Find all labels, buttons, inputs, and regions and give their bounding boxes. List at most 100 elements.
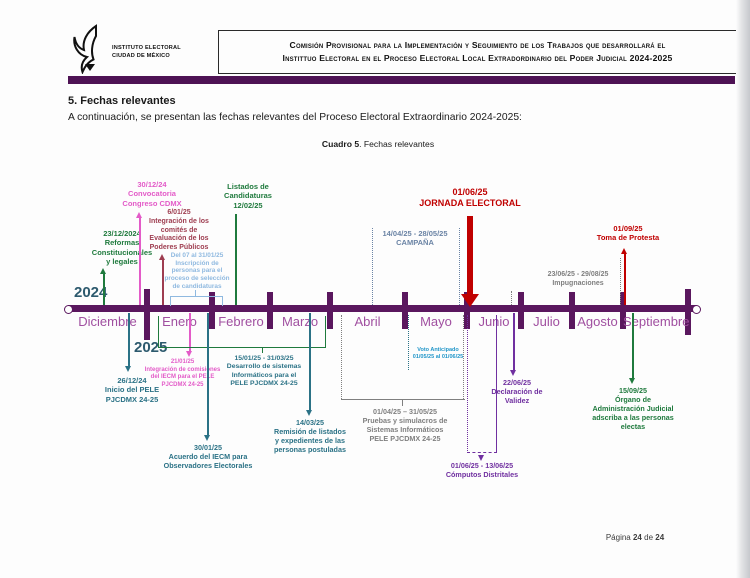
connector-inicio-pele: [128, 313, 130, 366]
arrow-down-icon: [461, 294, 479, 307]
arrow-down-icon: [204, 435, 210, 441]
connector-remision: [309, 313, 311, 410]
header-title-line2: Instittuo Electoral en el Proceso Electo…: [282, 53, 673, 63]
year-2025-label: 2025: [134, 339, 168, 356]
tick-jul-ago: [569, 292, 575, 329]
caption-title: . Fechas relevantes: [359, 139, 435, 149]
event-campana: 14/04/25 - 28/05/25 CAMPAÑA: [382, 229, 448, 248]
arrow-up-icon: [159, 254, 165, 260]
tick-may-jun: [464, 292, 470, 329]
event-listados: Listados de Candidaturas 12/02/25: [224, 182, 272, 210]
arrow-down-icon: [186, 351, 192, 357]
campaign-start-dotline: [372, 228, 373, 305]
event-convocatoria: 30/12/24 Convocatoria Congreso CDMX: [122, 180, 182, 208]
connector-validez: [513, 313, 515, 370]
iecm-logo: INSTITUTO ELECTORAL CIUDAD DE MÉXICO: [72, 24, 222, 75]
bracket-sistemas-tick: [262, 347, 263, 353]
event-voto-anticipado: Voto Anticipado 01/05/25 al 01/06/25: [412, 347, 464, 361]
tick-mar-abr: [327, 292, 333, 329]
event-comites: 6/01/25 Integración de los comités de Ev…: [149, 209, 209, 251]
connector-comites: [162, 260, 164, 305]
footer-page-current: 24: [632, 533, 642, 542]
event-reformas: 23/12/2024 Reformas Constitucionales y l…: [91, 229, 153, 267]
event-inicio-pele: 26/12/24 Inicio del PELE PJCDMX 24-25: [104, 376, 160, 404]
connector-organo: [632, 313, 634, 378]
arrow-down-icon: [306, 410, 312, 416]
month-label-julio: Julio: [533, 314, 560, 329]
pruebas-end-dotline: [463, 315, 464, 399]
arrow-down-icon: [478, 455, 484, 461]
event-comisiones: 21/01/25 Integración de comisiones del I…: [144, 359, 221, 388]
tick-ene-feb: [209, 292, 215, 329]
month-label-enero: Enero: [162, 314, 197, 329]
section-intro: A continuación, se presentan las fechas …: [68, 112, 522, 123]
caption-number: Cuadro 5: [321, 139, 360, 149]
event-jornada-electoral: 01/06/25 JORNADA ELECTORAL: [419, 187, 521, 209]
event-organo: 15/09/25 Órgano de Administración Judici…: [592, 386, 674, 431]
event-observadores: 30/01/25 Acuerdo del IECM para Observado…: [163, 443, 253, 470]
pruebas-start-dotline: [341, 315, 342, 399]
computos-start-dotline: [467, 315, 468, 453]
impugnaciones-end-dotline: [620, 258, 621, 305]
arrow-up-icon: [100, 268, 106, 274]
connector-convocatoria: [139, 218, 141, 305]
bracket-sistemas: [158, 316, 326, 348]
event-computos: 01/06/25 - 13/06/25 Cómputos Distritales: [445, 461, 519, 479]
logo-text: INSTITUTO ELECTORAL CIUDAD DE MÉXICO: [112, 45, 181, 60]
event-sistemas: 15/01/25 - 31/03/25 Desarrollo de sistem…: [226, 355, 302, 388]
arrow-up-icon: [621, 248, 627, 254]
month-label-agosto: Agosto: [577, 314, 618, 329]
month-label-junio: Junio: [478, 314, 510, 329]
connector-comisiones: [189, 313, 191, 351]
computos-end-line: [496, 315, 498, 453]
page-number: Página 24 de 24: [575, 533, 695, 542]
header-title-box: Comisión Provisional para la Implementac…: [218, 30, 737, 74]
tick-ago-sep: [620, 292, 626, 329]
bracket-pruebas-tick: [402, 400, 403, 406]
month-label-septiembre: Septiembre: [623, 314, 690, 329]
scan-edge-shadow: [736, 0, 750, 578]
timeline-bar: [68, 305, 696, 312]
footer-word-pagina: Página: [605, 533, 631, 542]
footer-page-total: 24: [655, 533, 665, 542]
section-heading: 5. Fechas relevantes: [68, 95, 176, 107]
month-label-diciembre: Diciembre: [78, 314, 137, 329]
tick-jun-jul: [518, 292, 524, 329]
connector-inscripcion: [195, 290, 196, 296]
voto-anticipado-dotline: [408, 315, 409, 370]
table-caption: Cuadro 5. Fechas relevantes: [68, 139, 688, 149]
dove-icon: [73, 24, 97, 75]
event-impugnaciones: 23/06/25 - 29/08/25 Impugnaciones: [547, 271, 609, 287]
event-toma-protesta: 01/09/25 Toma de Protesta: [596, 224, 660, 243]
connector-observadores: [207, 313, 209, 435]
impugnaciones-start-dotline: [511, 291, 512, 305]
event-pruebas: 01/04/25 – 31/05/25 Pruebas y simulacros…: [362, 407, 448, 443]
connector-reformas: [103, 274, 105, 305]
tick-feb-mar: [267, 292, 273, 329]
connector-toma-protesta: [624, 254, 626, 305]
arrow-down-icon: [629, 378, 635, 384]
arrow-up-icon: [136, 212, 142, 218]
header-title-line1: Comisión Provisional para la Implementac…: [289, 39, 666, 50]
bracket-computos: [467, 452, 497, 453]
month-label-mayo: Mayo: [420, 314, 452, 329]
connector-listados: [235, 214, 237, 305]
arrow-down-icon: [125, 366, 131, 372]
tick-abr-may: [402, 292, 408, 329]
event-validez: 22/06/25 Declaración de Validez: [491, 378, 543, 405]
tick-end: [685, 289, 691, 335]
year-2024-label: 2024: [74, 284, 108, 301]
bracket-pruebas: [341, 399, 465, 400]
month-label-febrero: Febrero: [218, 314, 264, 329]
arrow-down-icon: [510, 370, 516, 376]
event-remision: 14/03/25 Remisión de listados y expedien…: [274, 418, 346, 454]
tick-dic-ene: [144, 289, 150, 340]
campaign-end-dotline: [459, 228, 460, 305]
timeline-end-cap: [692, 305, 701, 314]
jornada-arrow-shaft: [467, 216, 473, 296]
bracket-inscripcion: [170, 296, 223, 306]
timeline-start-cap: [64, 305, 73, 314]
month-label-abril: Abril: [354, 314, 381, 329]
header-divider-bar: [68, 76, 735, 84]
